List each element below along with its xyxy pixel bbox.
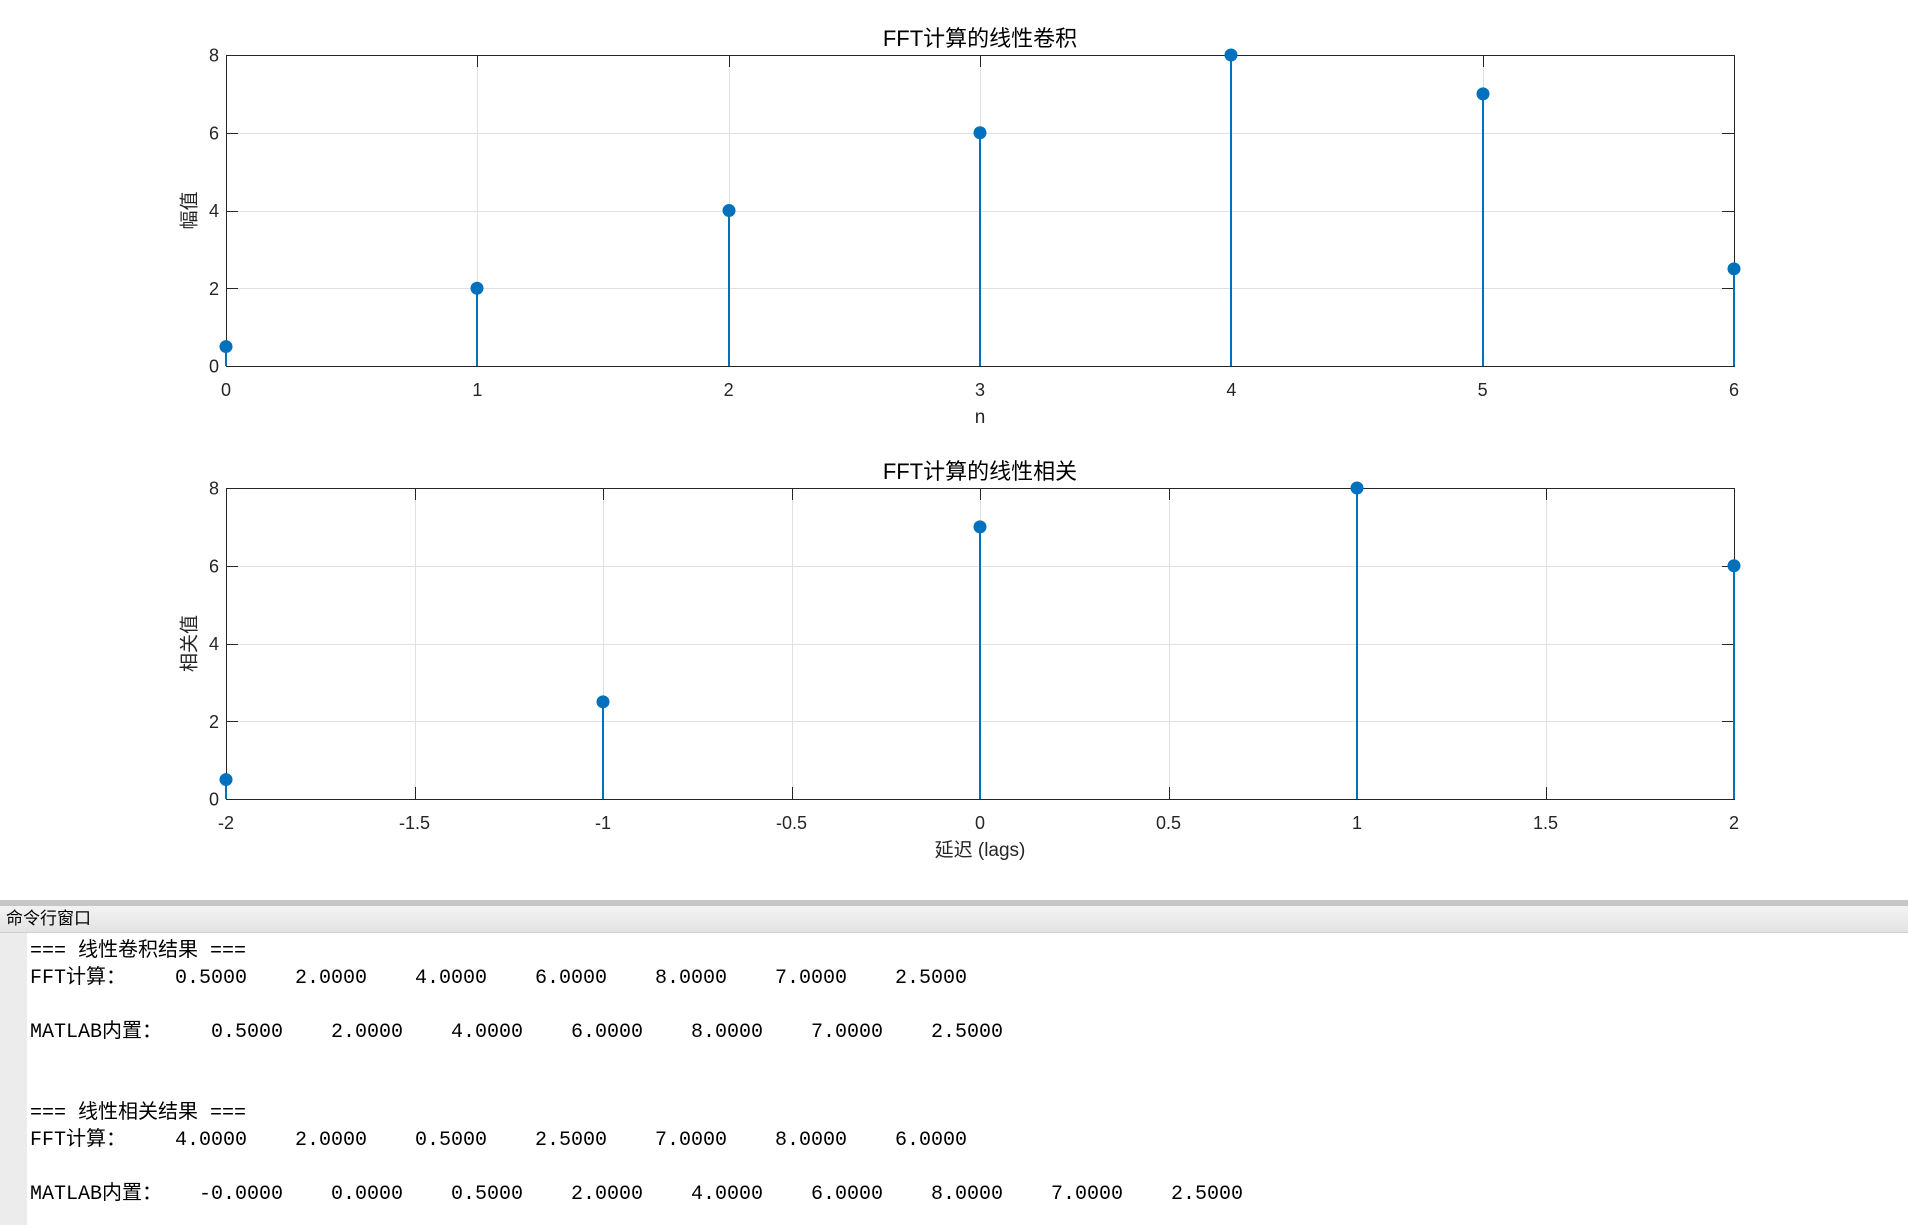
x-tick-label: 2	[724, 380, 734, 400]
output-value: 0.5000	[210, 1021, 283, 1044]
stem-marker	[1476, 87, 1490, 101]
x-tick-label: -2	[218, 813, 234, 833]
output-value: 6.0000	[894, 1129, 967, 1152]
figure-window[interactable]: 0 1 2 3 4 5 6 0 2 4 6 8 FFT计算的线性卷积 n 幅值 -2 -1.5 -1 -0.5 0 0.…	[0, 0, 1908, 900]
y-tick-label: 0	[209, 357, 219, 377]
output-value: 8.0000	[930, 1183, 1003, 1206]
stem-marker	[973, 126, 987, 140]
stem-marker	[1727, 559, 1741, 573]
x-tick-label: 0	[221, 380, 231, 400]
output-row-matlab: MATLAB内置： 0.5000 2.0000 4.0000 6.0000 8.…	[30, 1019, 1243, 1046]
y-axis-label: 幅值	[179, 191, 201, 229]
x-tick-label: 6	[1729, 380, 1739, 400]
stem-marker	[596, 695, 610, 709]
stem-marker	[722, 204, 736, 217]
stem-marker	[1224, 48, 1238, 62]
x-tick-label: -1	[595, 813, 611, 833]
output-value: 6.0000	[570, 1021, 643, 1044]
chart-title: FFT计算的线性相关	[883, 459, 1077, 484]
output-row-matlab: MATLAB内置： -0.0000 0.0000 0.5000 2.0000 4…	[30, 1181, 1243, 1208]
output-value: -0.0000	[198, 1183, 283, 1206]
output-value: 6.0000	[534, 967, 607, 990]
y-tick-label: 2	[209, 712, 219, 732]
x-axis-label: 延迟 (lags)	[935, 839, 1026, 861]
x-tick-label: 2	[1729, 813, 1739, 833]
output-value: 7.0000	[810, 1021, 883, 1044]
stem-marker	[219, 340, 233, 354]
output-section-convolution: === 线性卷积结果 === FFT计算： 0.5000 2.0000 4.00…	[30, 938, 1243, 1046]
output-value: 2.0000	[294, 1129, 367, 1152]
convolution-stem-chart: 0 1 2 3 4 5 6 0 2 4 6 8 FFT计算的线性卷积 n 幅值	[179, 26, 1741, 428]
command-window[interactable]: === 线性卷积结果 === FFT计算： 0.5000 2.0000 4.00…	[27, 933, 1908, 1225]
output-value: 2.0000	[294, 967, 367, 990]
output-value: 8.0000	[690, 1021, 763, 1044]
command-window-header[interactable]: 命令行窗口	[0, 906, 1908, 933]
y-tick-label: 2	[209, 279, 219, 299]
output-value: 0.0000	[330, 1183, 403, 1206]
output-value: 2.5000	[930, 1021, 1003, 1044]
output-value: 8.0000	[774, 1129, 847, 1152]
x-tick-label: -0.5	[776, 813, 807, 833]
row-label: MATLAB内置：	[30, 1021, 163, 1044]
output-value: 4.0000	[414, 967, 487, 990]
y-tick-label: 6	[209, 123, 219, 143]
y-tick-label: 4	[209, 201, 219, 221]
output-value: 2.5000	[1170, 1183, 1243, 1206]
output-value: 2.5000	[894, 967, 967, 990]
stem-marker	[973, 520, 987, 534]
x-tick-label: 4	[1226, 380, 1236, 400]
output-value: 4.0000	[690, 1183, 763, 1206]
output-value: 0.5000	[450, 1183, 523, 1206]
output-value: 8.0000	[654, 967, 727, 990]
row-label: FFT计算：	[30, 1129, 127, 1152]
x-tick-label: 0.5	[1156, 813, 1181, 833]
x-tick-label: 0	[975, 813, 985, 833]
output-row-fft: FFT计算： 0.5000 2.0000 4.0000 6.0000 8.000…	[30, 965, 1243, 992]
row-label: FFT计算：	[30, 967, 127, 990]
axes-box	[226, 55, 1735, 367]
output-value: 2.0000	[570, 1183, 643, 1206]
section-heading: === 线性卷积结果 ===	[30, 940, 247, 963]
stem-marker	[219, 773, 233, 787]
y-tick-label: 0	[209, 790, 219, 810]
x-axis-label: n	[975, 407, 986, 428]
output-value: 0.5000	[414, 1129, 487, 1152]
y-tick-label: 6	[209, 556, 219, 576]
output-value: 2.5000	[534, 1129, 607, 1152]
chart-title: FFT计算的线性卷积	[883, 26, 1077, 51]
command-window-title: 命令行窗口	[6, 909, 91, 928]
command-window-gutter	[0, 933, 27, 1225]
stem-marker	[1350, 481, 1364, 495]
stem-marker	[470, 281, 484, 295]
output-value: 7.0000	[774, 967, 847, 990]
y-tick-label: 8	[209, 479, 219, 499]
y-tick-label: 8	[209, 46, 219, 66]
stem-marker	[1727, 262, 1741, 276]
output-value: 0.5000	[174, 967, 247, 990]
x-tick-label: 5	[1478, 380, 1488, 400]
x-tick-label: 1	[1352, 813, 1362, 833]
output-value: 4.0000	[174, 1129, 247, 1152]
output-value: 7.0000	[1050, 1183, 1123, 1206]
panel-splitter[interactable]	[0, 900, 1908, 906]
output-value: 2.0000	[330, 1021, 403, 1044]
y-axis-label: 相关值	[179, 615, 201, 672]
y-tick-label: 4	[209, 634, 219, 654]
output-section-correlation: === 线性相关结果 === FFT计算： 4.0000 2.0000 0.50…	[30, 1100, 1243, 1208]
x-tick-label: 1.5	[1533, 813, 1558, 833]
x-tick-label: -1.5	[399, 813, 430, 833]
row-label: MATLAB内置：	[30, 1183, 163, 1206]
figure-canvas: 0 1 2 3 4 5 6 0 2 4 6 8 FFT计算的线性卷积 n 幅值 -2 -1.5 -1 -0.5 0 0.…	[179, 26, 1741, 861]
output-value: 4.0000	[450, 1021, 523, 1044]
section-heading: === 线性相关结果 ===	[30, 1102, 247, 1125]
output-row-fft: FFT计算： 4.0000 2.0000 0.5000 2.5000 7.000…	[30, 1127, 1243, 1154]
x-tick-label: 3	[975, 380, 985, 400]
x-tick-label: 1	[472, 380, 482, 400]
output-value: 6.0000	[810, 1183, 883, 1206]
output-value: 7.0000	[654, 1129, 727, 1152]
command-output: === 线性卷积结果 === FFT计算： 0.5000 2.0000 4.00…	[30, 938, 1243, 1208]
